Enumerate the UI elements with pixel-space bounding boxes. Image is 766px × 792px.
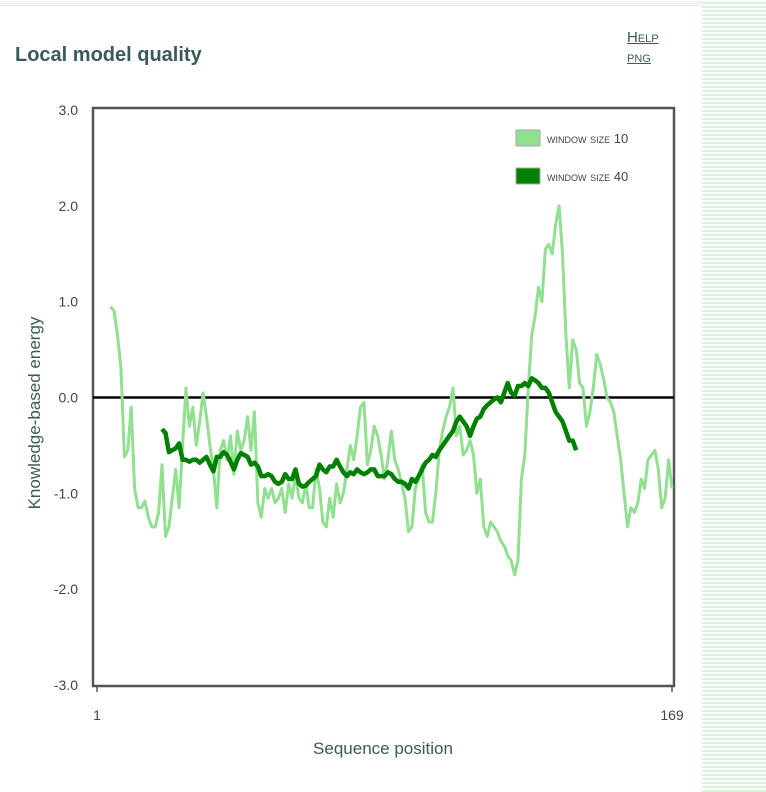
local-quality-chart: 3.0 2.0 1.0 0.0 -1.0 -2.0 -3.0 1 169 Sequence p… (25, 102, 684, 758)
y-tick-label: 1.0 (59, 294, 79, 310)
y-tick-label: -2.0 (54, 581, 78, 597)
top-decorative-strip (0, 0, 766, 6)
header-links: Help png (627, 29, 659, 66)
y-tick-label: 2.0 (59, 198, 79, 214)
x-axis-ticks: 1 169 (93, 686, 684, 723)
png-link[interactable]: png (627, 48, 651, 66)
y-axis-ticks: 3.0 2.0 1.0 0.0 -1.0 -2.0 -3.0 (54, 102, 78, 693)
y-tick-label: 0.0 (59, 390, 79, 406)
series-window-10-line (109, 204, 674, 577)
series-window-40-line (160, 376, 579, 491)
x-tick-label: 169 (660, 707, 684, 723)
legend-label-window-10: window size 10 (547, 131, 628, 146)
legend-label-window-40: window size 40 (547, 169, 628, 184)
x-tick-label: 1 (93, 707, 101, 723)
page-title: Local model quality (15, 44, 202, 66)
y-tick-label: -3.0 (54, 677, 78, 693)
y-tick-label: 3.0 (59, 102, 79, 118)
legend: window size 10 window size 40 (515, 129, 628, 185)
y-axis-label: Knowledge-based energy (25, 316, 44, 509)
x-axis-label: Sequence position (313, 739, 453, 758)
legend-swatch-window-10 (515, 129, 541, 147)
help-link[interactable]: Help (627, 29, 659, 46)
y-tick-label: -1.0 (54, 485, 78, 501)
side-decorative-strip (702, 0, 766, 792)
legend-swatch-window-40 (515, 167, 541, 185)
